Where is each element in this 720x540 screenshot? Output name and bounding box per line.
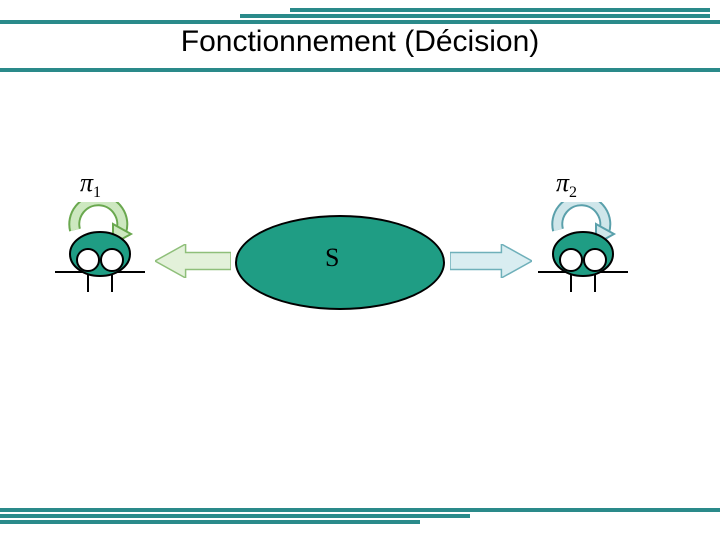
center-ellipse (235, 215, 445, 310)
pi2-sub: 2 (569, 184, 577, 201)
robot-right (538, 202, 618, 312)
pi2-label: π2 (556, 168, 577, 202)
page-title: Fonctionnement (Décision) (0, 25, 720, 59)
arrow-left (155, 244, 231, 283)
arrow-right (450, 244, 532, 283)
robot-left (55, 202, 135, 312)
pi2-symbol: π (556, 168, 569, 197)
diagram-area: π1 π2 (0, 160, 720, 360)
pi1-label: π1 (80, 168, 101, 202)
center-label: S (325, 243, 339, 273)
pi1-sub: 1 (93, 184, 101, 201)
pi1-symbol: π (80, 168, 93, 197)
